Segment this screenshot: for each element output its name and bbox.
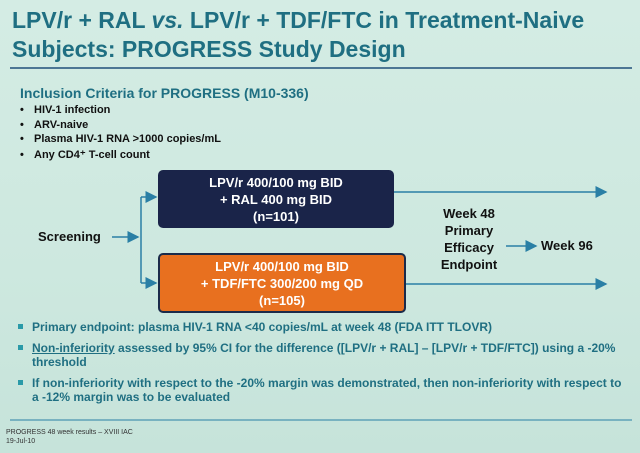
criterion: ARV-naive xyxy=(20,119,221,134)
line-text: + RAL 400 mg BID xyxy=(219,191,333,207)
criteria-list: HIV-1 infectionARV-naivePlasma HIV-1 RNA… xyxy=(20,104,221,162)
week96-label: Week 96 xyxy=(541,238,593,253)
note-text: assessed by 95% CI for the difference ([… xyxy=(32,341,616,369)
line-text: Week 48 xyxy=(443,206,495,221)
line-text: LPV/r 400/100 mg BID xyxy=(209,174,343,190)
line-text: Primary xyxy=(444,223,494,238)
footer-text: PROGRESS 48 week results – XVIII IAC xyxy=(6,429,133,436)
note: Primary endpoint: plasma HIV-1 RNA <40 c… xyxy=(14,320,629,334)
arm-box: LPV/r 400/100 mg BID + TDF/FTC 300/200 mg… xyxy=(158,253,406,313)
criterion: Any CD4⁺ T-cell count xyxy=(20,148,221,163)
footer: PROGRESS 48 week results – XVIII IAC 19-… xyxy=(6,428,133,446)
line-text: + TDF/FTC 300/200 mg QD xyxy=(200,275,364,291)
endpoint-label: Week 48 Primary Efficacy Endpoint xyxy=(424,205,514,273)
line-text: Efficacy xyxy=(444,240,494,255)
arm-box: LPV/r 400/100 mg BID + RAL 400 mg BID (n=1… xyxy=(158,170,394,228)
title: LPV/r + RAL vs. LPV/r + TDF/FTC in Treat… xyxy=(12,6,612,64)
notes: Primary endpoint: plasma HIV-1 RNA <40 c… xyxy=(14,320,629,411)
criterion: HIV-1 infection xyxy=(20,104,221,119)
line-text: Endpoint xyxy=(440,257,498,272)
criterion: Plasma HIV-1 RNA >1000 copies/mL xyxy=(20,133,221,148)
note-text: If non-inferiority with respect to the -… xyxy=(32,376,622,404)
title-text: LPV/r + TDF/FTC in Treatment-Naive Subje… xyxy=(12,7,585,62)
line-text: LPV/r 400/100 mg BID xyxy=(215,258,349,274)
note-underline: Non-inferiority xyxy=(32,341,115,355)
note-text: Primary endpoint: plasma HIV-1 RNA <40 c… xyxy=(32,320,493,334)
note: If non-inferiority with respect to the -… xyxy=(14,376,629,404)
line-text: (n=101) xyxy=(253,208,299,224)
note: Non-inferiority assessed by 95% CI for t… xyxy=(14,341,629,369)
screening-label: Screening xyxy=(38,229,101,244)
title-text: LPV/r + RAL xyxy=(12,7,146,33)
footer-text: 19-Jul-10 xyxy=(6,438,36,445)
title-italic: vs. xyxy=(151,7,184,33)
line-text: (n=105) xyxy=(259,292,305,308)
criteria-heading: Inclusion Criteria for PROGRESS (M10-336… xyxy=(20,85,309,101)
